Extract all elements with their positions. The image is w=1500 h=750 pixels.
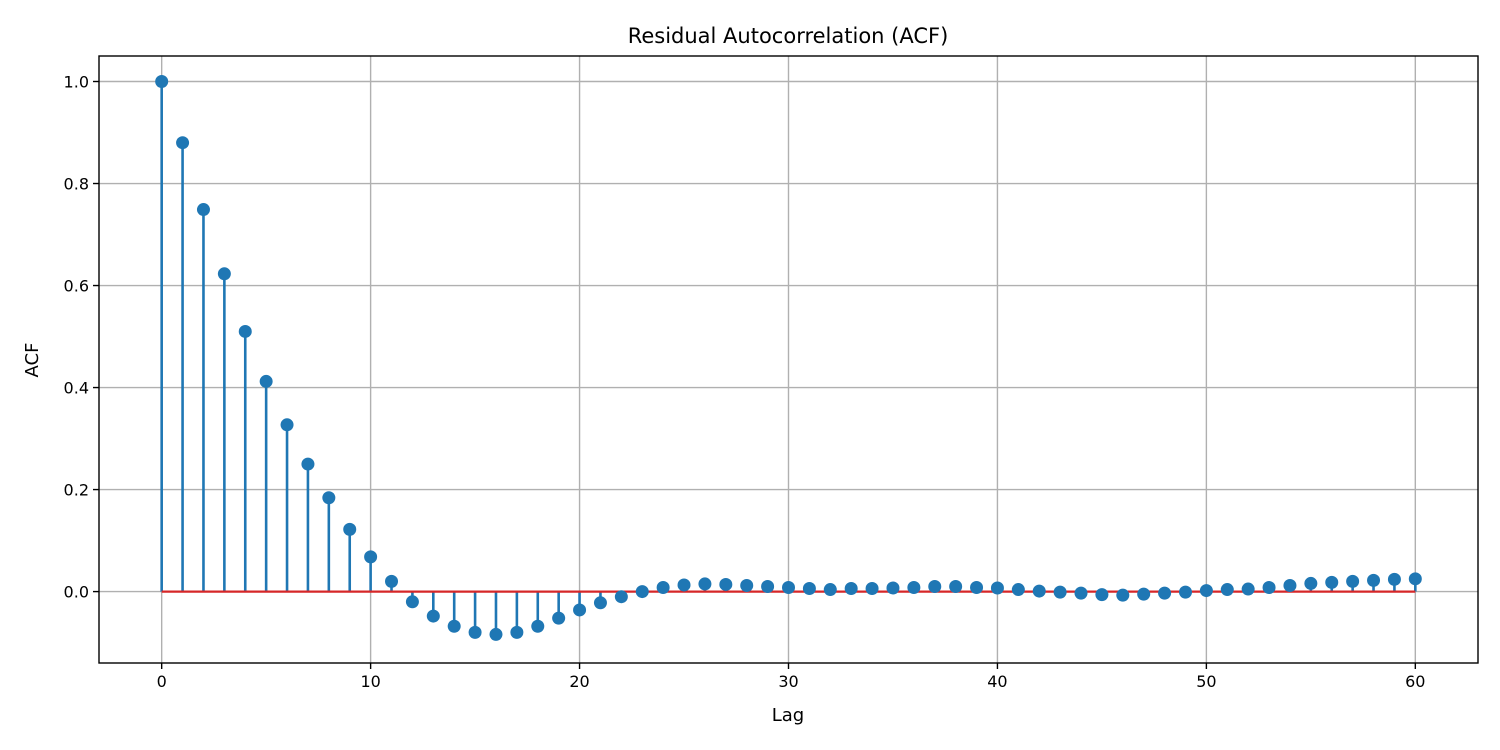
stem-marker <box>1283 578 1297 592</box>
x-axis-label: Lag <box>772 705 804 726</box>
stem-marker <box>1011 583 1025 597</box>
stem-marker <box>238 324 252 338</box>
stem-marker <box>1408 572 1422 586</box>
stem-marker <box>761 579 775 593</box>
x-tick-label: 50 <box>1196 672 1216 691</box>
stem-marker <box>970 581 984 595</box>
stem-marker <box>1199 584 1213 598</box>
stem-marker <box>907 581 921 595</box>
stem-marker <box>573 603 587 617</box>
stem-marker <box>322 491 336 505</box>
y-tick-label: 0.4 <box>64 379 89 398</box>
stem-marker <box>802 582 816 596</box>
y-axis-label: ACF <box>22 343 43 378</box>
stem-marker <box>405 595 419 609</box>
x-tick-label: 60 <box>1405 672 1425 691</box>
stem-marker <box>176 136 190 150</box>
stem-marker <box>280 418 294 432</box>
stem-marker <box>886 581 900 595</box>
stem-marker <box>844 582 858 596</box>
stem-marker <box>1074 586 1088 600</box>
y-tick-label: 0.8 <box>64 175 89 194</box>
stem-marker <box>1220 583 1234 597</box>
stem-marker <box>468 625 482 639</box>
stem-markers <box>155 75 1422 641</box>
stem-marker <box>1095 588 1109 602</box>
stem-marker <box>1116 588 1130 602</box>
stem-marker <box>259 374 273 388</box>
stem-marker <box>677 578 691 592</box>
stem-marker <box>865 582 879 596</box>
y-tick-label: 0.2 <box>64 481 89 500</box>
stem-marker <box>1325 575 1339 589</box>
stem-marker <box>1158 586 1172 600</box>
stem-marker <box>928 579 942 593</box>
stem-marker <box>196 203 210 217</box>
stem-marker <box>489 627 503 641</box>
stem-marker <box>1304 576 1318 590</box>
stem-marker <box>1137 587 1151 601</box>
chart-title: Residual Autocorrelation (ACF) <box>628 24 949 48</box>
stem-marker <box>1241 582 1255 596</box>
stem-marker <box>656 581 670 595</box>
stem-marker <box>635 585 649 599</box>
stem-marker <box>155 75 169 89</box>
x-tick-label: 40 <box>987 672 1007 691</box>
stem-marker <box>447 619 461 633</box>
stem-marker <box>385 574 399 588</box>
stem-marker <box>217 267 231 281</box>
stem-marker <box>1346 574 1360 588</box>
stem-marker <box>1262 581 1276 595</box>
y-tick-label: 1.0 <box>64 73 89 92</box>
x-tick-label: 20 <box>569 672 589 691</box>
stem-marker <box>301 457 315 471</box>
stem-marker <box>990 581 1004 595</box>
stem-marker <box>614 590 628 604</box>
y-tick-label: 0.6 <box>64 277 89 296</box>
stem-marker <box>1367 573 1381 587</box>
stem-marker <box>740 578 754 592</box>
stem-marker <box>1178 585 1192 599</box>
stem-marker <box>364 550 378 564</box>
x-axis-ticks: 0 10 20 30 40 50 60 <box>157 663 1425 691</box>
stem-marker <box>510 625 524 639</box>
stem-marker <box>531 619 545 633</box>
y-axis-ticks: 0.0 0.2 0.4 0.6 0.8 1.0 <box>64 73 99 602</box>
y-tick-label: 0.0 <box>64 583 89 602</box>
stem-marker <box>552 611 566 625</box>
stem-marker <box>719 577 733 591</box>
x-tick-label: 30 <box>778 672 798 691</box>
x-tick-label: 10 <box>360 672 380 691</box>
stem-marker <box>426 609 440 623</box>
stem-marker <box>593 596 607 610</box>
x-tick-label: 0 <box>157 672 167 691</box>
stem-marker <box>1032 584 1046 598</box>
stem-marker <box>343 522 357 536</box>
stem-marker <box>782 581 795 595</box>
stem-marker <box>698 577 712 591</box>
stem-marker <box>823 583 837 597</box>
stem-marker <box>1387 572 1401 586</box>
stem-marker <box>1053 585 1067 599</box>
stem-marker <box>949 579 963 593</box>
